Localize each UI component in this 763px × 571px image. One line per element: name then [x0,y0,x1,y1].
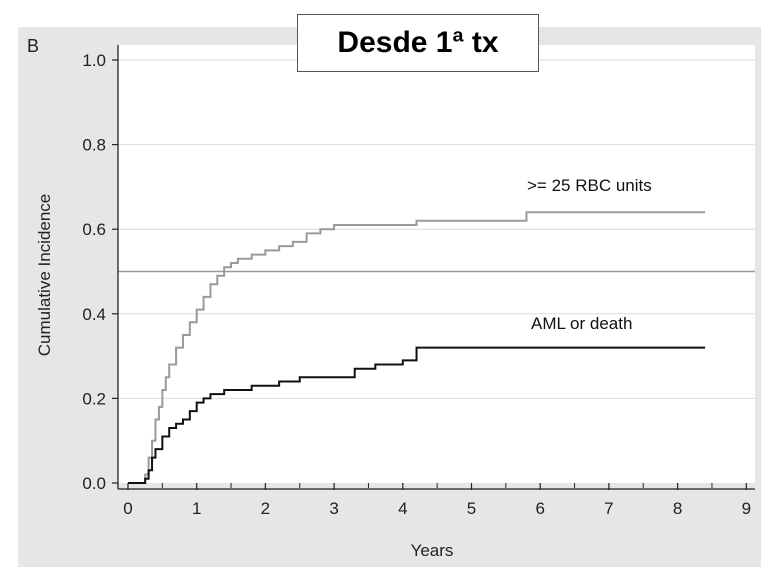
x-tick-label: 7 [604,499,613,518]
x-tick-label: 8 [673,499,682,518]
x-tick-label: 2 [261,499,270,518]
y-tick-label: 0.2 [82,389,106,408]
x-tick-label: 1 [192,499,201,518]
series-label-rbc: >= 25 RBC units [527,176,652,195]
gridlines [118,59,755,399]
y-tick-label: 0.6 [82,220,106,239]
plot-area [118,45,755,483]
y-tick-label: 0.8 [82,136,106,155]
y-tick-label: 0.4 [82,305,106,324]
x-axis-title: Years [411,541,454,560]
chart-title: Desde 1ª tx [297,14,539,72]
x-tick-label: 4 [398,499,407,518]
series-line-aml [128,346,706,484]
y-tick-label: 1.0 [82,51,106,70]
series-label-aml: AML or death [531,314,632,333]
series-lines [128,211,706,484]
panel-label: B [27,36,40,56]
x-tick-label: 9 [742,499,751,518]
y-axis-title: Cumulative Incidence [35,194,54,357]
y-tick-label: 0.0 [82,474,106,493]
x-tick-label: 0 [123,499,132,518]
x-tick-label: 3 [329,499,338,518]
series-line-rbc [128,211,706,484]
axes: 0.0 0.2 0.4 0.6 0.8 1.0 0 1 2 3 4 5 6 7 8 9 [82,45,755,518]
x-tick-label: 6 [535,499,544,518]
x-tick-label: 5 [467,499,476,518]
